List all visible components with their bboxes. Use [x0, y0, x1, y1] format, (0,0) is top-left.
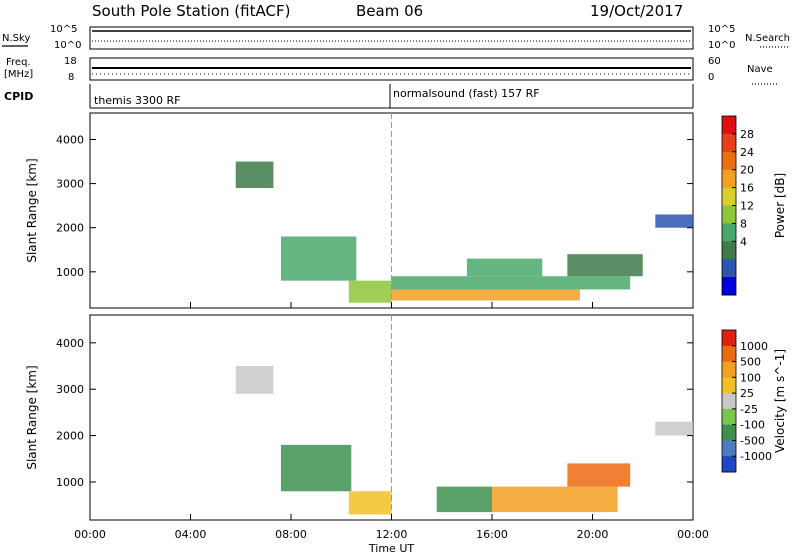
y-tick-label: 2000	[56, 430, 84, 443]
date-label: 19/Oct/2017	[590, 2, 683, 20]
y-axis-label: Slant Range [km]	[25, 158, 39, 262]
colorbar-segment	[722, 133, 736, 153]
data-region	[567, 463, 631, 487]
nave-tick-low: 0	[708, 72, 714, 83]
nsky-tick-high: 10^5	[50, 24, 77, 35]
colorbar-label: Power [dB]	[773, 173, 787, 238]
y-axis-label: Slant Range [km]	[25, 365, 39, 469]
colorbar-tick-label: 12	[740, 200, 754, 213]
colorbar-segment	[722, 223, 736, 242]
y-tick-label: 3000	[56, 178, 84, 191]
colorbar-tick-label: 500	[740, 356, 761, 369]
colorbar-segment	[722, 330, 736, 347]
x-tick-label: 00:00	[677, 528, 709, 541]
colorbar-segment	[722, 345, 736, 363]
colorbar-segment	[722, 116, 736, 135]
data-region	[391, 289, 580, 301]
data-region	[466, 258, 543, 277]
heatmap-panel-1: 1000 2000 3000 4000 Slant Range [km] 28 24 20 16…	[25, 112, 787, 309]
freq-tick-high: 18	[64, 56, 77, 67]
colorbar-tick-label: 8	[740, 217, 747, 230]
x-tick-label: 04:00	[175, 528, 207, 541]
colorbar-tick-label: -500	[740, 434, 765, 447]
nave-label: Nave	[747, 64, 773, 75]
cpid-panel: CPID themis 3300 RF normalsound (fast) 1…	[4, 84, 694, 109]
nsky-panel: N.Sky 10^5 10^0 10^5 10^0 N.Search	[2, 24, 790, 51]
data-region	[280, 444, 352, 492]
colorbar-segment	[722, 277, 736, 296]
colorbar-tick-label: 24	[740, 146, 754, 159]
x-tick-label: 20:00	[577, 528, 609, 541]
x-axis-label: Time UT	[368, 542, 414, 554]
colorbar-segment	[722, 241, 736, 260]
data-region	[655, 421, 693, 436]
x-tick-label: 12:00	[376, 528, 408, 541]
freq-panel: Freq. [MHz] 18 8 60 0 Nave	[4, 56, 778, 85]
freq-tick-low: 8	[68, 72, 74, 83]
x-tick-label: 08:00	[275, 528, 307, 541]
y-tick-label: 4000	[56, 337, 84, 350]
y-tick-label: 1000	[56, 476, 84, 489]
colorbar-tick-label: 1000	[740, 340, 768, 353]
nsearch-tick-high: 10^5	[708, 24, 735, 35]
colorbar-tick-label: 100	[740, 371, 761, 384]
beam-label: Beam 06	[356, 2, 423, 20]
colorbar-label: Velocity [m s^-1]	[773, 349, 787, 453]
data-region	[280, 236, 357, 281]
station-title: South Pole Station (fitACF)	[92, 2, 290, 20]
colorbar-segment	[722, 187, 736, 206]
x-tick-label: 00:00	[74, 528, 106, 541]
x-tick-label: 16:00	[476, 528, 508, 541]
data-region	[391, 276, 631, 290]
colorbar-segment	[722, 205, 736, 224]
colorbar-tick-label: -25	[740, 403, 758, 416]
colorbar-tick-label: -100	[740, 419, 765, 432]
colorbar-tick-label: -1000	[740, 450, 772, 463]
colorbar-segment	[722, 151, 736, 171]
colorbar-segment	[722, 393, 736, 410]
nsearch-tick-low: 10^0	[708, 40, 735, 51]
data-region	[567, 254, 643, 277]
colorbar-segment	[722, 259, 736, 278]
data-region	[436, 486, 492, 513]
colorbar-tick-label: 25	[740, 387, 754, 400]
heatmap-panels: 1000 2000 3000 4000 Slant Range [km] 28 24 20 16…	[25, 112, 787, 554]
colorbar-frame	[721, 329, 737, 473]
y-tick-label: 2000	[56, 222, 84, 235]
colorbar-segment	[722, 440, 736, 457]
colorbar-segment	[722, 424, 736, 441]
data-region	[655, 214, 693, 228]
data-region	[492, 486, 618, 513]
y-tick-label: 4000	[56, 133, 84, 146]
y-tick-label: 3000	[56, 383, 84, 396]
data-region	[348, 280, 392, 303]
colorbar-segment	[722, 377, 736, 394]
data-region	[235, 366, 274, 394]
freq-label-line1: Freq.	[6, 57, 31, 68]
cpid-label: CPID	[4, 90, 33, 103]
cpid-segment-2: normalsound (fast) 157 RF	[393, 87, 540, 100]
heatmap-panel-2: 00:00 04:00 08:00 12:00 16:00 20:00 00:00 1000 2…	[25, 314, 787, 554]
colorbar-tick-label: 16	[740, 182, 754, 195]
colorbar-segment	[722, 456, 736, 473]
colorbar-segment	[722, 169, 736, 189]
colorbar-tick-label: 20	[740, 164, 754, 177]
data-region	[235, 161, 274, 188]
nsearch-label: N.Search	[745, 33, 790, 44]
colorbar-segment	[722, 408, 736, 426]
nsky-tick-low: 10^0	[54, 40, 81, 51]
freq-label-line2: [MHz]	[4, 69, 33, 80]
colorbar-tick-label: 28	[740, 128, 754, 141]
data-region	[348, 491, 392, 515]
cpid-segment-1: themis 3300 RF	[94, 94, 181, 107]
y-tick-label: 1000	[56, 266, 84, 279]
colorbar-segment	[722, 361, 736, 378]
colorbar: 28 24 20 16 12 8 4 Power [dB]	[721, 115, 787, 296]
nave-tick-high: 60	[708, 56, 721, 67]
colorbar-tick-label: 4	[740, 235, 747, 248]
nsky-label: N.Sky	[2, 33, 30, 44]
